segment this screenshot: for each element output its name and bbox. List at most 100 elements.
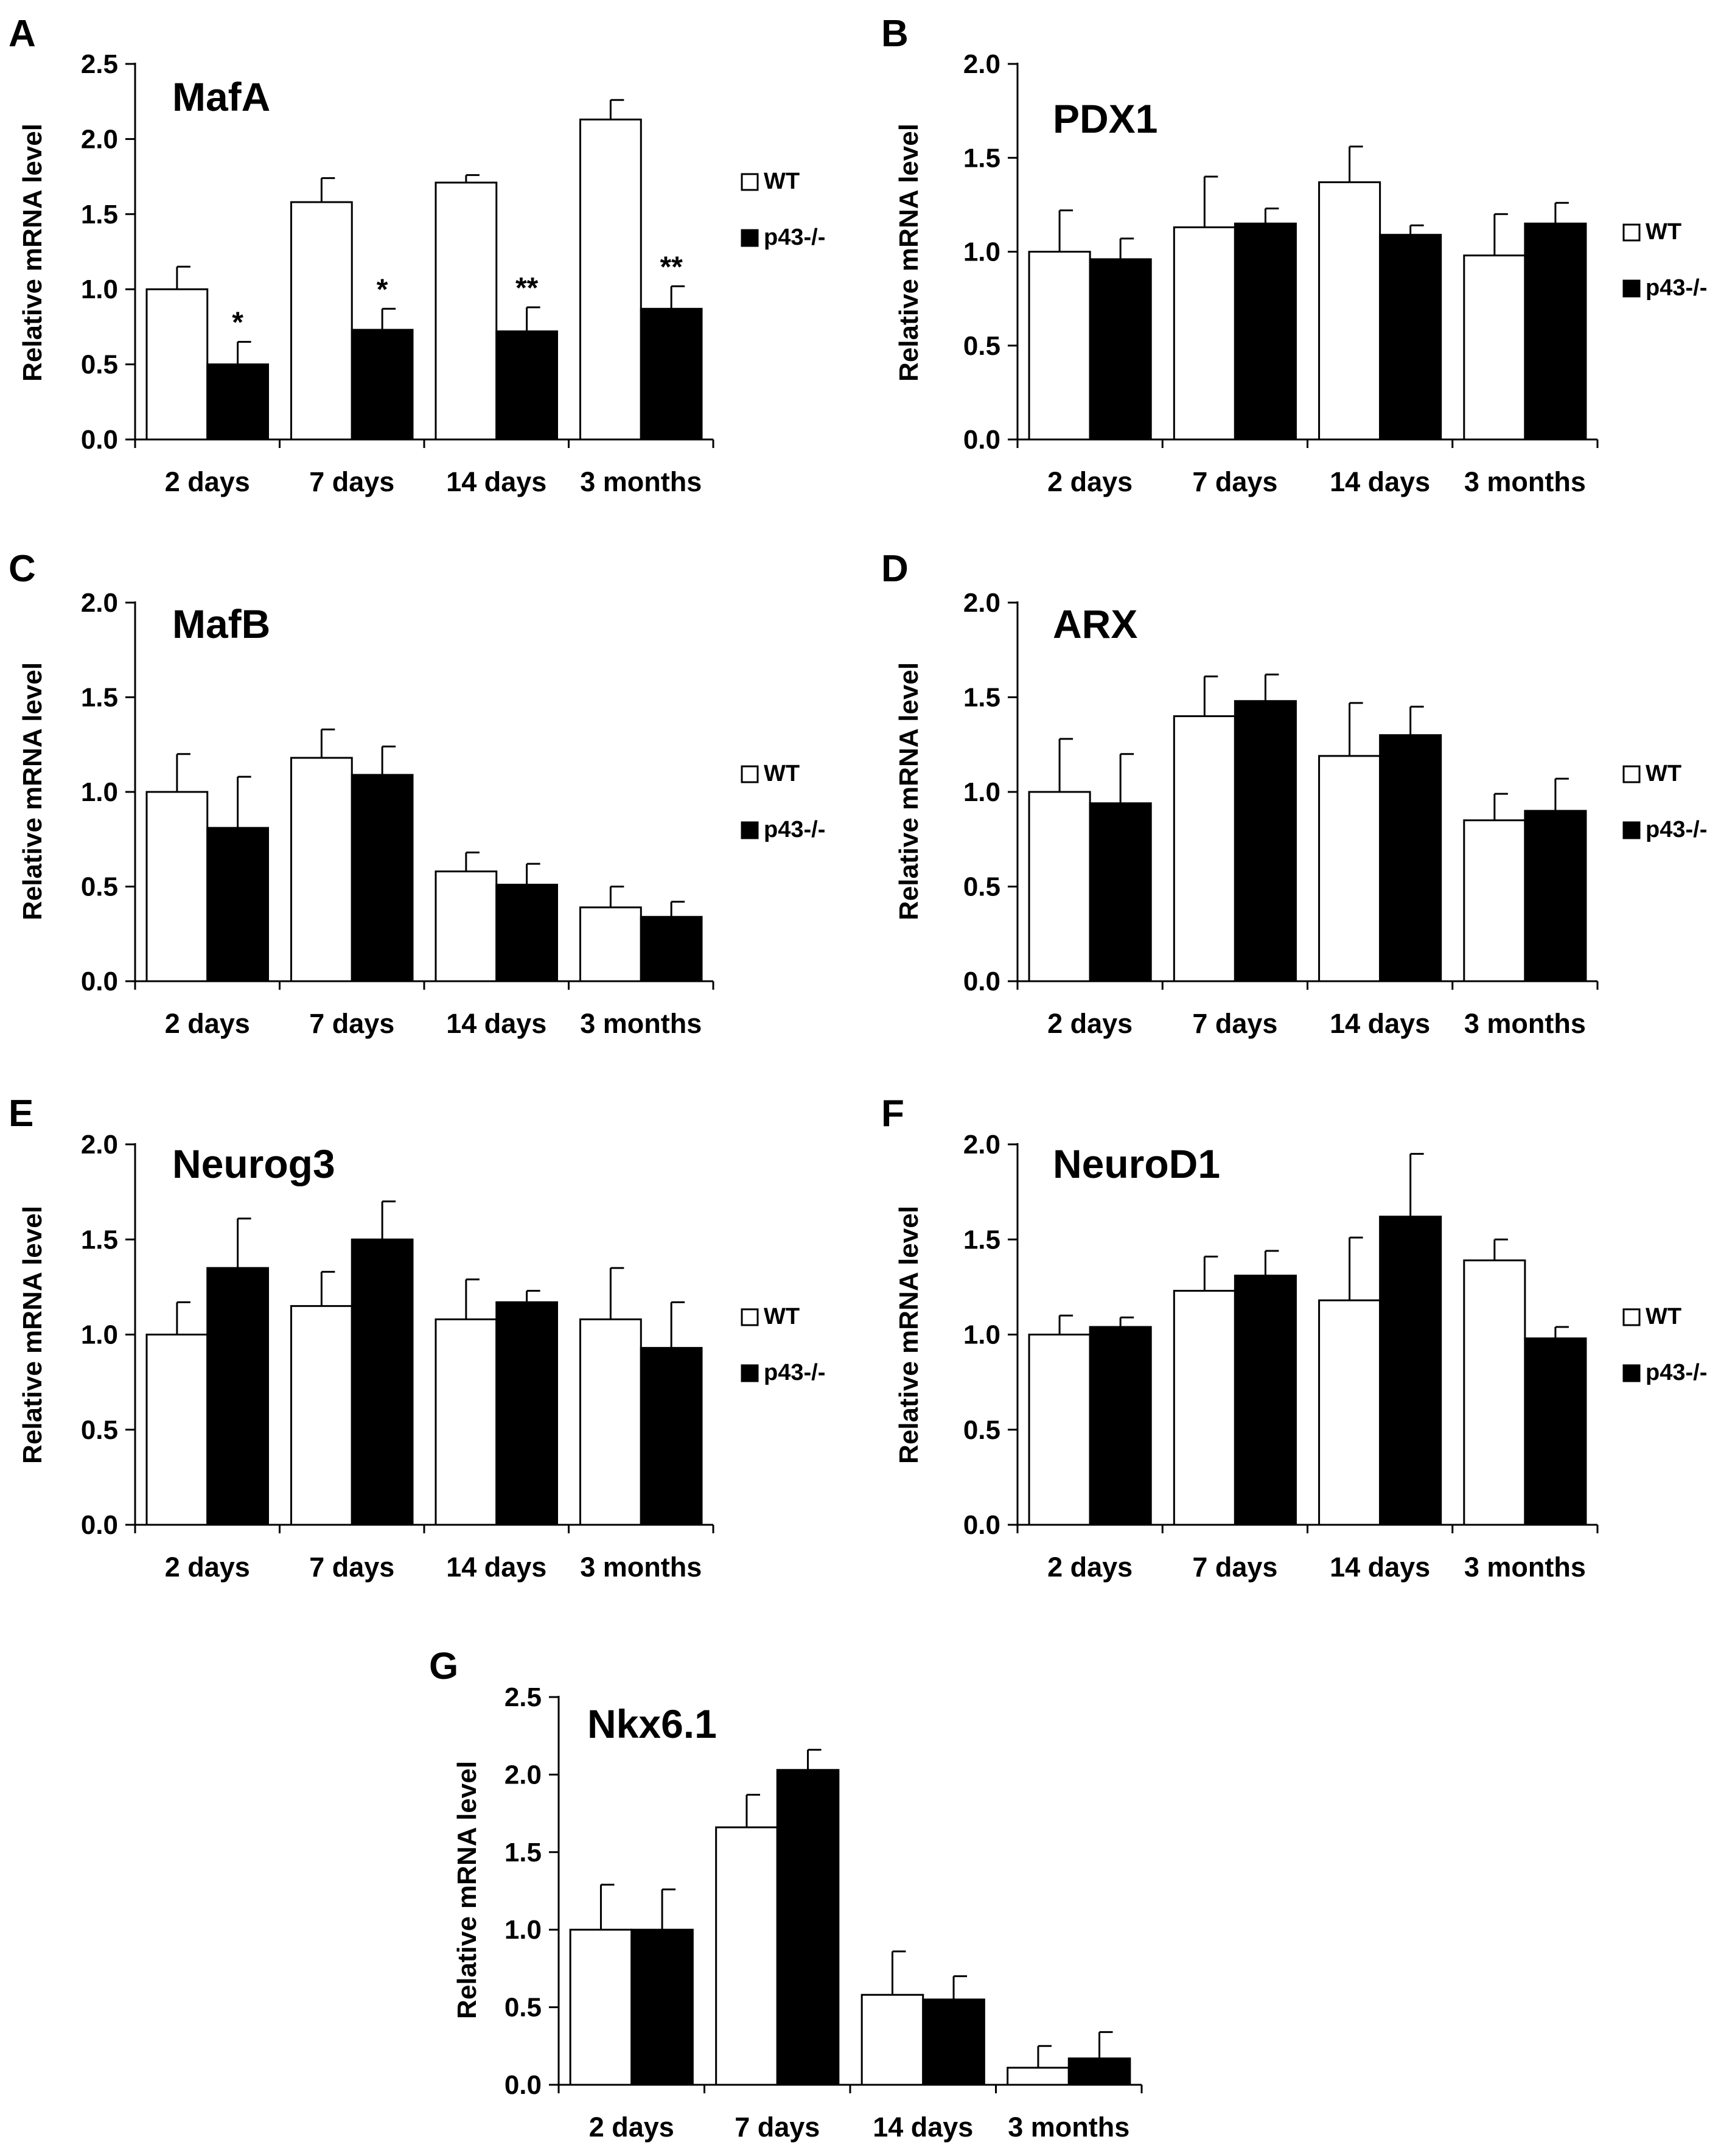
x-tick-label: 14 days bbox=[446, 1552, 546, 1583]
y-tick-label: 0.5 bbox=[963, 872, 1000, 902]
bar-wt-3-months bbox=[1463, 1259, 1526, 1526]
chart-title: ARX bbox=[1053, 601, 1137, 646]
bar-wt-2-days bbox=[1028, 1334, 1091, 1526]
x-tick-label: 7 days bbox=[1192, 1552, 1277, 1583]
chart-title: Neurog3 bbox=[172, 1141, 335, 1186]
legend-swatch bbox=[1622, 223, 1641, 242]
bar-p43-7-days bbox=[1234, 1275, 1297, 1526]
x-tick-label: 3 months bbox=[1008, 2112, 1129, 2143]
significance-label: * bbox=[232, 307, 243, 339]
y-tick-label: 1.5 bbox=[81, 200, 118, 229]
y-tick-label: 0.5 bbox=[81, 1415, 118, 1445]
legend-swatch bbox=[1622, 1308, 1641, 1326]
chart-title: MafB bbox=[172, 601, 270, 646]
bar-p43-2-days bbox=[1089, 802, 1152, 982]
y-tick-label: 1.5 bbox=[963, 683, 1000, 713]
bar-p43-2-days bbox=[1089, 258, 1152, 441]
chart-title: Nkx6.1 bbox=[587, 1701, 717, 1746]
bar-wt-3-months bbox=[579, 1318, 642, 1526]
y-tick-label: 2.0 bbox=[963, 49, 1000, 79]
x-tick-label: 7 days bbox=[309, 1008, 394, 1039]
bar-p43-3-months bbox=[1067, 2057, 1131, 2086]
legend-label: p43-/- bbox=[764, 1360, 825, 1385]
legend-swatch bbox=[741, 173, 759, 191]
legend-label: p43-/- bbox=[764, 225, 825, 250]
bar-p43-2-days bbox=[630, 1928, 694, 2086]
y-tick-label: 0.0 bbox=[963, 425, 1000, 455]
y-tick-label: 1.5 bbox=[963, 143, 1000, 173]
y-tick-label: 0.5 bbox=[81, 350, 118, 380]
y-axis-title: Relative mRNA level bbox=[18, 124, 47, 382]
y-tick-label: 2.0 bbox=[963, 1130, 1000, 1160]
y-tick-label: 2.0 bbox=[504, 1760, 542, 1790]
chart-title: NeuroD1 bbox=[1053, 1141, 1220, 1186]
bar-p43-14-days bbox=[1379, 1216, 1442, 1526]
y-tick-label: 2.0 bbox=[963, 588, 1000, 618]
bar-wt-3-months bbox=[579, 906, 642, 982]
legend-swatch bbox=[741, 1308, 759, 1326]
x-tick-label: 3 months bbox=[580, 466, 702, 497]
legend-label: WT bbox=[764, 1304, 800, 1329]
bar-wt-14-days bbox=[435, 1318, 498, 1526]
chart-panel-f: F NeuroD1 Relative mRNA level 0.0 0.5 1.0 1.5 2… bbox=[881, 1093, 1707, 1583]
x-tick-label: 2 days bbox=[165, 1552, 250, 1583]
y-axis-title: Relative mRNA level bbox=[18, 662, 47, 920]
y-tick-label: 1.0 bbox=[963, 777, 1000, 807]
y-tick-label: 1.0 bbox=[81, 1320, 118, 1350]
bar-wt-7-days bbox=[1173, 226, 1236, 441]
bar-p43-14-days bbox=[922, 1998, 985, 2086]
x-tick-label: 7 days bbox=[1192, 1008, 1277, 1039]
panel-letter: E bbox=[9, 1093, 33, 1135]
significance-label: * bbox=[377, 273, 388, 306]
y-tick-label: 1.0 bbox=[504, 1915, 542, 1945]
bar-wt-14-days bbox=[1318, 755, 1381, 982]
legend-swatch bbox=[741, 821, 759, 839]
chart-panel-g: G Nkx6.1 Relative mRNA level 0.0 0.5 1.0 1.5 2.… bbox=[429, 1645, 1143, 2143]
y-tick-label: 0.0 bbox=[81, 425, 118, 455]
bar-wt-7-days bbox=[290, 757, 353, 982]
bar-p43-7-days bbox=[351, 329, 414, 441]
y-axis-title: Relative mRNA level bbox=[894, 124, 924, 382]
legend-swatch bbox=[741, 229, 759, 247]
bar-p43-14-days bbox=[1379, 234, 1442, 441]
bar-p43-3-months bbox=[1524, 1337, 1587, 1526]
bar-wt-3-months bbox=[1007, 2067, 1070, 2086]
y-tick-label: 0.0 bbox=[81, 1510, 118, 1540]
y-axis-title: Relative mRNA level bbox=[18, 1206, 47, 1464]
bar-wt-7-days bbox=[290, 1305, 353, 1526]
bar-p43-7-days bbox=[1234, 222, 1297, 441]
y-axis-title: Relative mRNA level bbox=[894, 662, 924, 920]
panel-letter: A bbox=[9, 13, 36, 55]
bar-wt-3-months bbox=[1463, 819, 1526, 982]
bar-p43-14-days bbox=[495, 883, 558, 982]
significance-label: ** bbox=[515, 272, 539, 304]
y-tick-label: 1.0 bbox=[963, 1320, 1000, 1350]
bar-wt-3-months bbox=[1463, 254, 1526, 441]
x-tick-label: 2 days bbox=[165, 466, 250, 497]
chart-panel-d: D ARX Relative mRNA level 0.0 0.5 1.0 1.5 2.0 2 … bbox=[881, 548, 1707, 1039]
y-tick-label: 1.5 bbox=[963, 1225, 1000, 1255]
legend-swatch bbox=[1622, 765, 1641, 783]
x-tick-label: 7 days bbox=[735, 2112, 820, 2143]
y-axis-title: Relative mRNA level bbox=[452, 1761, 482, 2019]
chart-title: MafA bbox=[172, 74, 270, 119]
y-tick-label: 0.0 bbox=[504, 2070, 542, 2100]
x-tick-label: 2 days bbox=[1047, 466, 1133, 497]
bar-wt-14-days bbox=[1318, 181, 1381, 441]
chart-panel-c: C MafB Relative mRNA level 0.0 0.5 1.0 1.5 2.0 2… bbox=[9, 548, 825, 1039]
panel-letter: C bbox=[9, 548, 36, 590]
x-tick-label: 3 months bbox=[1464, 1552, 1586, 1583]
y-tick-label: 0.5 bbox=[504, 1993, 542, 2023]
panel-letter: D bbox=[881, 548, 909, 590]
y-tick-label: 0.5 bbox=[963, 331, 1000, 361]
legend-label: WT bbox=[764, 169, 800, 194]
y-tick-label: 1.5 bbox=[81, 683, 118, 713]
y-tick-label: 2.0 bbox=[81, 1130, 118, 1160]
bar-p43-3-months bbox=[1524, 222, 1587, 441]
bar-wt-2-days bbox=[569, 1928, 633, 2086]
bar-wt-7-days bbox=[1173, 715, 1236, 982]
x-tick-label: 3 months bbox=[580, 1008, 702, 1039]
bar-p43-14-days bbox=[1379, 734, 1442, 982]
y-tick-label: 2.5 bbox=[504, 1682, 542, 1712]
